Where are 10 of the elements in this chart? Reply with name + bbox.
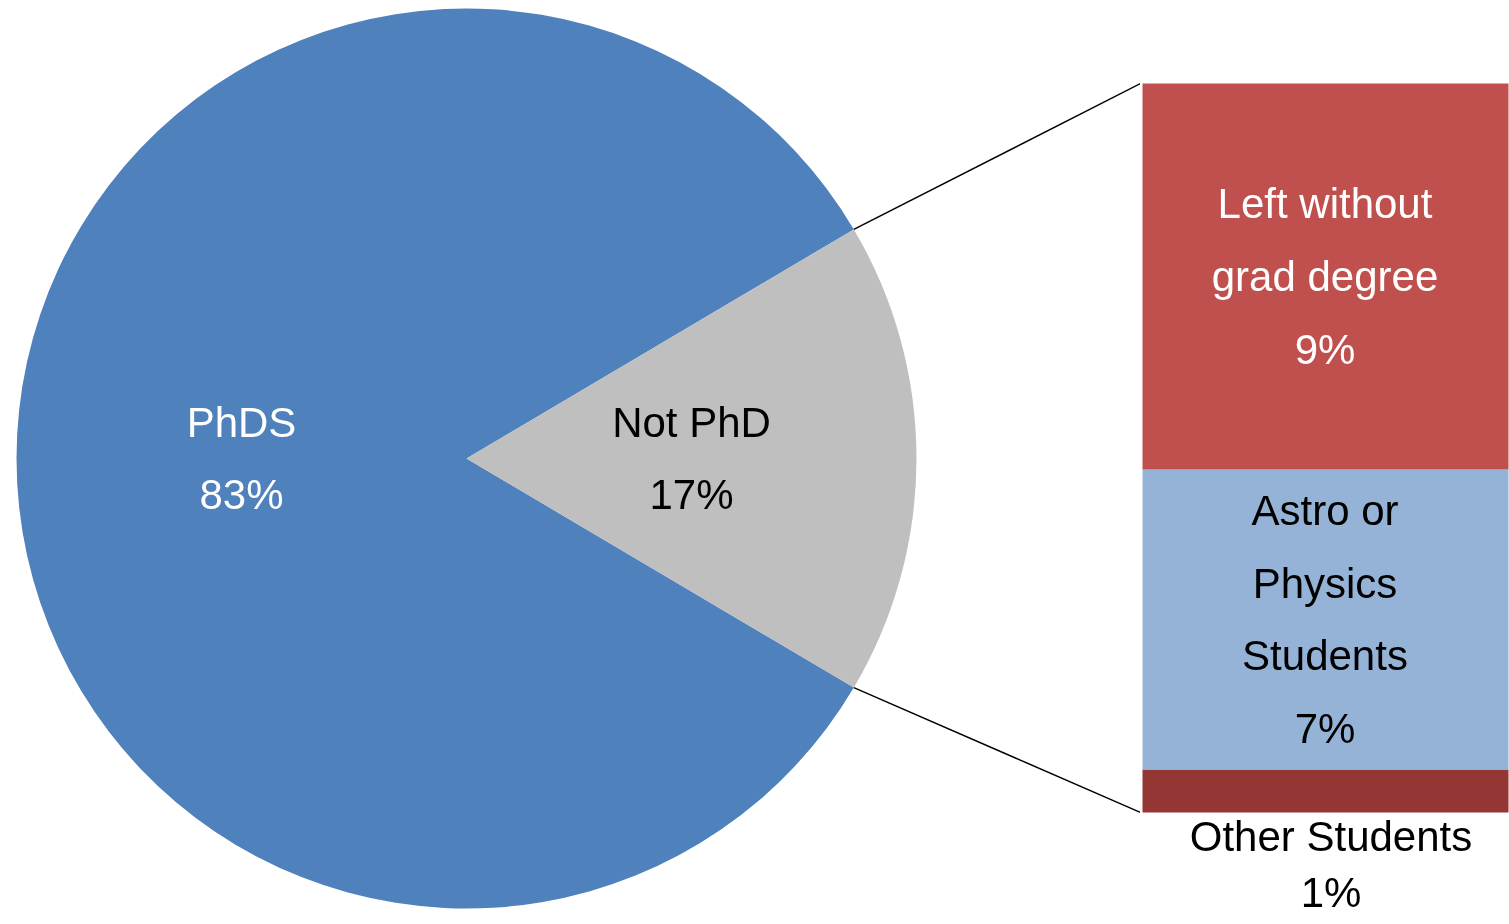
series-label: Astro or Physics Students (1242, 486, 1408, 680)
data-label: 17% (649, 471, 734, 519)
series-label: Left without grad degree (1211, 180, 1439, 300)
data-label: 83% (199, 471, 284, 519)
series-label: Other Students (1189, 812, 1473, 860)
slice-label: Not PhD (612, 398, 771, 446)
data-label: 9% (1294, 325, 1356, 373)
data-label: 1% (1300, 868, 1362, 916)
slice-label: PhDS (186, 398, 297, 446)
data-label: 7% (1294, 705, 1356, 753)
